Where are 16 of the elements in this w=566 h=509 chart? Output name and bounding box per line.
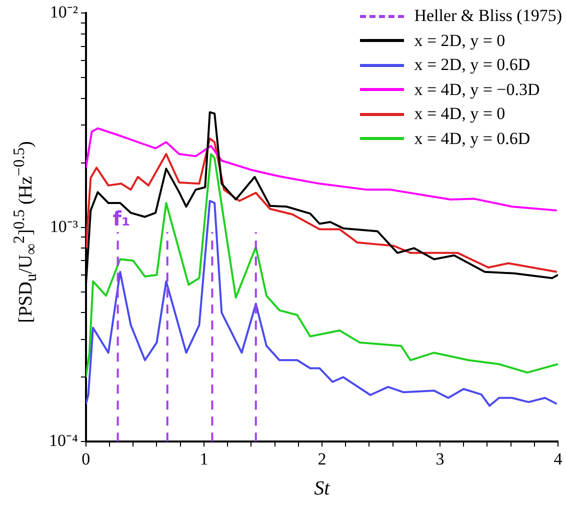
legend-label: x = 4D, y = 0.6D [414, 128, 530, 150]
y-tick-label: 10⁻³ [50, 216, 78, 236]
x-tick-label: 0 [82, 449, 90, 468]
legend-label: x = 2D, y = 0.6D [414, 54, 530, 76]
legend-label: x = 4D, y = −0.3D [414, 78, 540, 101]
y-tick-label: 10⁻² [50, 2, 78, 22]
annotation: f₁ [112, 206, 130, 230]
legend-label: Heller & Bliss (1975) [414, 5, 562, 27]
legend-label: x = 4D, y = 0 [414, 103, 506, 125]
x-tick-label: 2 [318, 449, 326, 468]
x-tick-label: 3 [436, 449, 444, 468]
legend-label: x = 2D, y = 0 [414, 30, 506, 52]
y-tick-label: 10⁻⁴ [48, 431, 78, 450]
x-tick-label: 4 [554, 449, 563, 468]
x-tick-label: 1 [200, 449, 208, 468]
x-axis-title: St [314, 477, 330, 500]
